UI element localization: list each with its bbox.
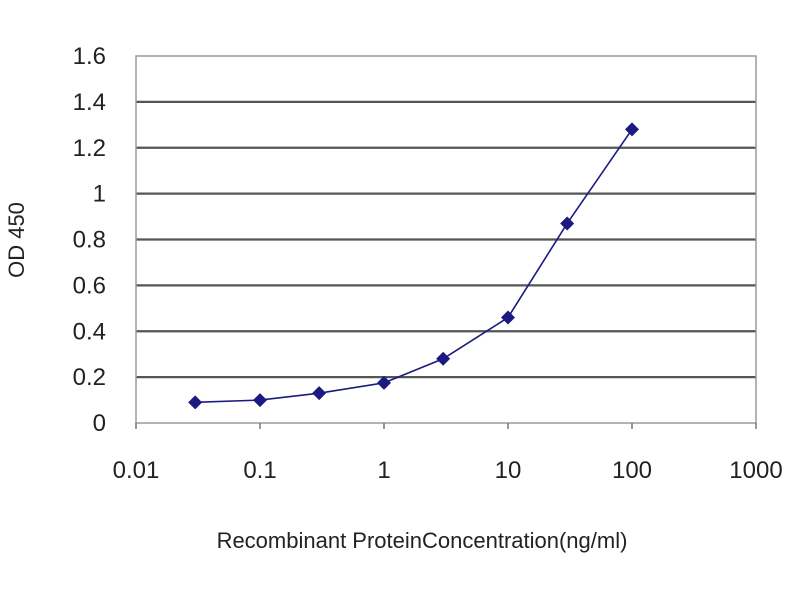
y-tick-label: 0.2 — [73, 364, 106, 391]
x-tick-label: 1 — [377, 457, 390, 484]
data-point — [501, 310, 515, 325]
y-axis: 0 0.2 0.4 0.6 0.8 1 1.2 1.4 1.6 — [73, 43, 106, 437]
data-point — [312, 386, 327, 401]
data-point — [560, 216, 575, 231]
y-tick-label: 0.8 — [73, 227, 106, 254]
y-tick-label: 0 — [93, 410, 106, 437]
x-tick-label: 1000 — [729, 457, 782, 484]
x-tick-label: 0.1 — [243, 457, 276, 484]
data-point — [377, 375, 391, 390]
series-line — [195, 128, 633, 404]
x-tick-label: 100 — [612, 457, 652, 484]
data-point — [625, 122, 639, 137]
data-point — [436, 351, 451, 366]
y-axis-label: OD 450 — [4, 202, 29, 278]
y-tick-label: 1.6 — [73, 43, 106, 70]
x-tick-label: 10 — [495, 457, 522, 484]
series — [188, 122, 639, 410]
y-tick-label: 1.2 — [73, 135, 106, 162]
data-point — [253, 393, 267, 408]
y-tick-label: 0.4 — [73, 318, 106, 345]
gridlines — [136, 100, 756, 379]
y-tick-label: 1.4 — [73, 89, 106, 116]
y-tick-label: 0.6 — [73, 272, 106, 299]
y-tick-label: 1 — [93, 181, 106, 208]
plot-area-border — [135, 55, 757, 424]
data-point — [188, 395, 203, 410]
x-axis-label: Recombinant ProteinConcentration(ng/ml) — [217, 528, 628, 553]
x-tick-label: 0.01 — [113, 457, 160, 484]
x-axis: 0.01 0.1 1 10 100 1000 — [113, 423, 783, 484]
